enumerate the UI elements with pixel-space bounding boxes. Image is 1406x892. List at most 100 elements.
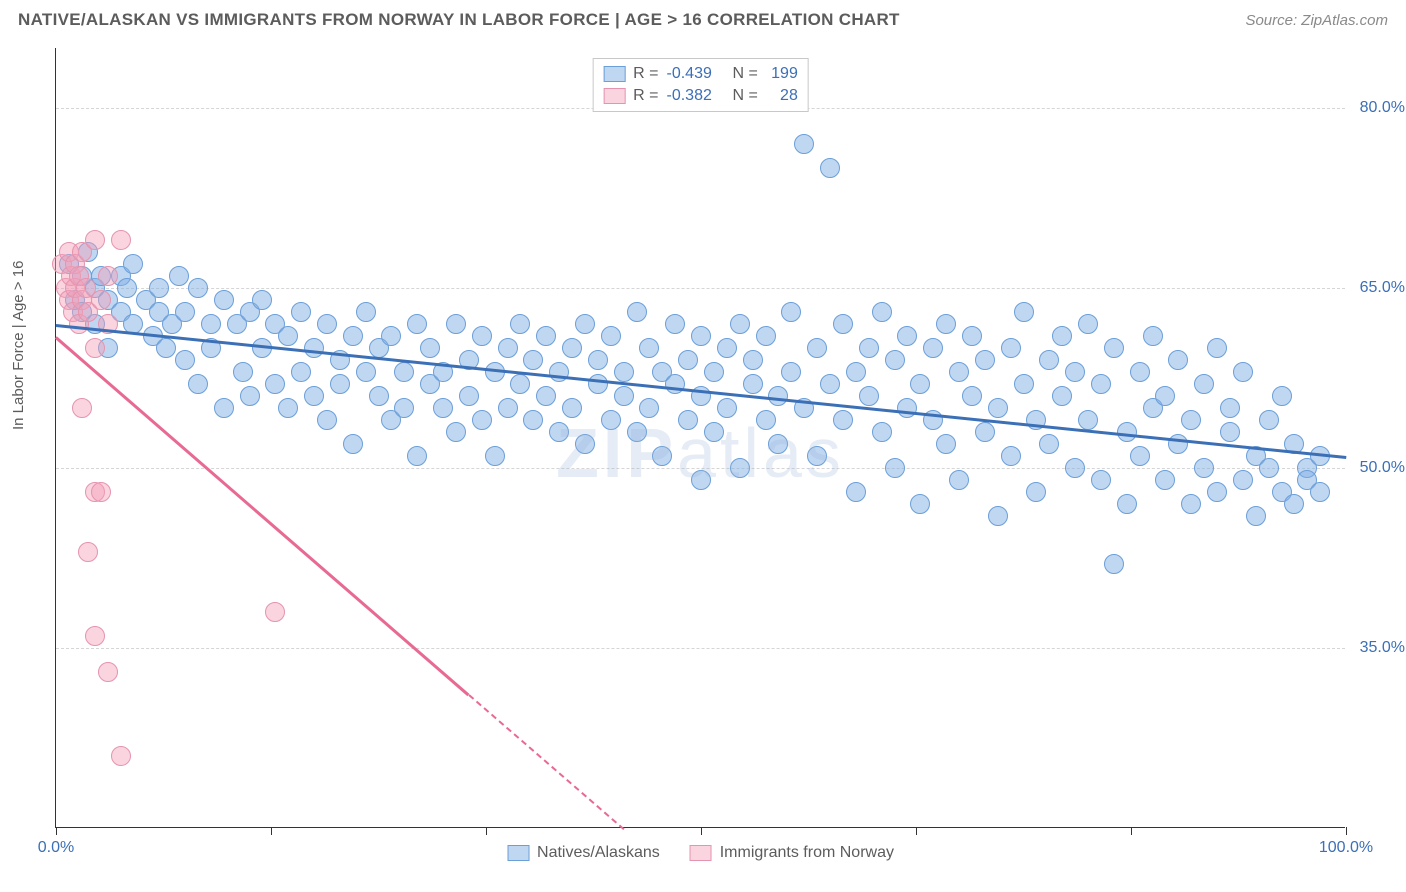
data-point xyxy=(665,374,685,394)
data-point xyxy=(1001,446,1021,466)
data-point xyxy=(1130,446,1150,466)
data-point xyxy=(575,434,595,454)
data-point xyxy=(1001,338,1021,358)
data-point xyxy=(652,446,672,466)
data-point xyxy=(214,290,234,310)
data-point xyxy=(1091,374,1111,394)
data-point xyxy=(588,374,608,394)
data-point xyxy=(91,290,111,310)
data-point xyxy=(588,350,608,370)
data-point xyxy=(975,350,995,370)
data-point xyxy=(704,362,724,382)
data-point xyxy=(717,338,737,358)
legend-item: Natives/Alaskans xyxy=(507,844,660,862)
data-point xyxy=(1014,374,1034,394)
data-point xyxy=(730,314,750,334)
data-point xyxy=(536,326,556,346)
data-point xyxy=(846,482,866,502)
data-point xyxy=(665,314,685,334)
data-point xyxy=(407,314,427,334)
data-point xyxy=(1130,362,1150,382)
data-point xyxy=(910,494,930,514)
data-point xyxy=(1155,386,1175,406)
data-point xyxy=(1168,350,1188,370)
data-point xyxy=(1246,506,1266,526)
data-point xyxy=(111,746,131,766)
data-point xyxy=(278,326,298,346)
data-point xyxy=(498,398,518,418)
data-point xyxy=(872,422,892,442)
data-point xyxy=(549,362,569,382)
data-point xyxy=(743,374,763,394)
data-point xyxy=(562,338,582,358)
data-point xyxy=(639,398,659,418)
data-point xyxy=(356,362,376,382)
legend-r-label: R = xyxy=(633,65,658,83)
data-point xyxy=(1091,470,1111,490)
gridline xyxy=(56,468,1345,469)
data-point xyxy=(369,386,389,406)
data-point xyxy=(639,338,659,358)
data-point xyxy=(188,374,208,394)
data-point xyxy=(601,326,621,346)
data-point xyxy=(756,410,776,430)
data-point xyxy=(394,362,414,382)
data-point xyxy=(1181,494,1201,514)
data-point xyxy=(743,350,763,370)
data-point xyxy=(317,410,337,430)
data-point xyxy=(510,374,530,394)
data-point xyxy=(394,398,414,418)
data-point xyxy=(562,398,582,418)
data-point xyxy=(833,314,853,334)
x-tick-label: 0.0% xyxy=(38,839,74,857)
data-point xyxy=(923,338,943,358)
data-point xyxy=(614,386,634,406)
data-point xyxy=(1052,326,1072,346)
gridline xyxy=(56,648,1345,649)
data-point xyxy=(85,626,105,646)
source-label: Source: ZipAtlas.com xyxy=(1245,12,1388,29)
x-tick xyxy=(56,827,57,835)
data-point xyxy=(72,398,92,418)
data-point xyxy=(381,326,401,346)
data-point xyxy=(1194,374,1214,394)
data-point xyxy=(704,422,724,442)
y-tick-label: 35.0% xyxy=(1360,639,1405,657)
legend-r-value: -0.382 xyxy=(667,87,725,105)
data-point xyxy=(859,338,879,358)
data-point xyxy=(240,386,260,406)
data-point xyxy=(1026,482,1046,502)
data-point xyxy=(975,422,995,442)
data-point xyxy=(1065,458,1085,478)
data-point xyxy=(265,374,285,394)
chart-title: NATIVE/ALASKAN VS IMMIGRANTS FROM NORWAY… xyxy=(18,10,900,30)
data-point xyxy=(304,338,324,358)
data-point xyxy=(897,326,917,346)
data-point xyxy=(252,290,272,310)
data-point xyxy=(1284,494,1304,514)
data-point xyxy=(85,230,105,250)
correlation-legend: R =-0.439N =199R =-0.382N =28 xyxy=(592,58,809,112)
data-point xyxy=(962,386,982,406)
data-point xyxy=(897,398,917,418)
data-point xyxy=(575,314,595,334)
data-point xyxy=(1065,362,1085,382)
data-point xyxy=(1052,386,1072,406)
data-point xyxy=(691,326,711,346)
data-point xyxy=(343,326,363,346)
data-point xyxy=(781,302,801,322)
legend-row: R =-0.382N =28 xyxy=(603,85,798,107)
data-point xyxy=(1259,410,1279,430)
data-point xyxy=(214,398,234,418)
data-point xyxy=(175,302,195,322)
data-point xyxy=(833,410,853,430)
header-bar: NATIVE/ALASKAN VS IMMIGRANTS FROM NORWAY… xyxy=(0,0,1406,36)
data-point xyxy=(1259,458,1279,478)
legend-swatch xyxy=(507,845,529,861)
data-point xyxy=(936,434,956,454)
chart-plot-area: ZIPatlas R =-0.439N =199R =-0.382N =28 N… xyxy=(55,48,1345,828)
data-point xyxy=(1220,422,1240,442)
legend-n-value: 28 xyxy=(766,87,798,105)
data-point xyxy=(820,158,840,178)
data-point xyxy=(781,362,801,382)
